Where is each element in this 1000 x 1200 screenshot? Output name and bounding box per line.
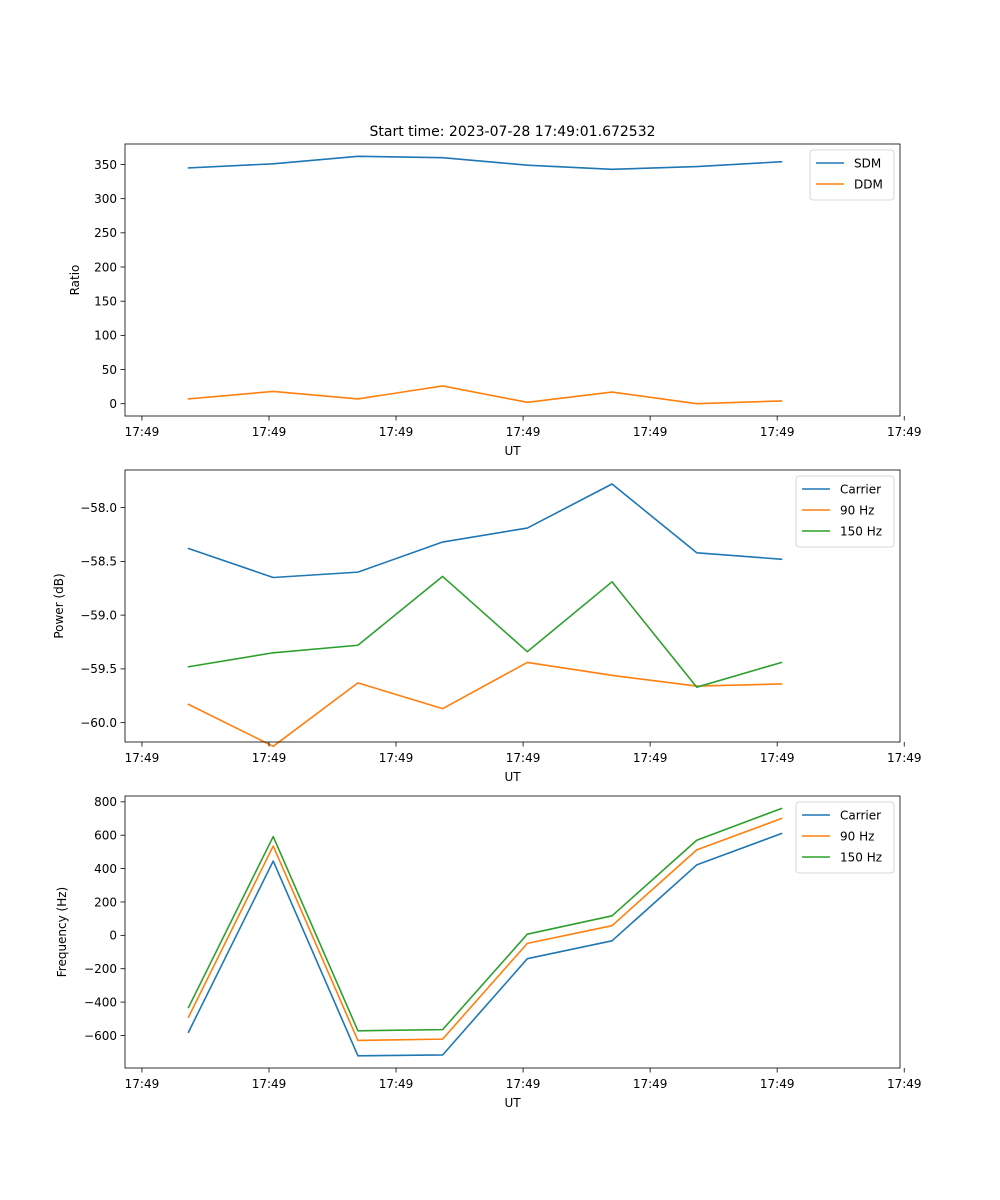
- x-tick-label: 17:49: [125, 1077, 160, 1091]
- y-axis-label: Power (dB): [52, 573, 66, 638]
- x-tick-label: 17:49: [760, 1077, 795, 1091]
- x-tick-label: 17:49: [760, 751, 795, 765]
- x-axis-label: UT: [504, 1096, 521, 1110]
- x-tick-label: 17:49: [252, 751, 287, 765]
- y-tick-label: −59.0: [80, 608, 117, 622]
- axes-frame: [124, 469, 901, 743]
- legend-label: DDM: [854, 177, 883, 191]
- legend-box: [795, 801, 895, 874]
- y-axis-label: Ratio: [68, 265, 82, 296]
- series-line-sdm: [187, 155, 783, 171]
- x-axis-label: UT: [504, 444, 521, 458]
- y-tick-label: 200: [94, 895, 117, 909]
- x-tick-label: 17:49: [633, 751, 668, 765]
- legend-label: Carrier: [840, 482, 881, 496]
- legend-label: SDM: [854, 156, 881, 170]
- y-tick-label: 50: [102, 363, 117, 377]
- chart-title: Start time: 2023-07-28 17:49:01.672532: [369, 124, 655, 140]
- series-line-90-hz: [187, 817, 783, 1042]
- series-line-carrier: [187, 483, 783, 579]
- series-line-90-hz: [187, 661, 783, 748]
- series-line-ddm: [187, 385, 783, 405]
- x-tick-label: 17:49: [887, 1077, 922, 1091]
- legend-label: 90 Hz: [840, 503, 874, 517]
- y-tick-label: 600: [94, 829, 117, 843]
- y-tick-label: 150: [94, 294, 117, 308]
- legend-box: [809, 149, 895, 201]
- y-tick-label: −200: [84, 962, 117, 976]
- legend: Carrier 90 Hz 150 Hz: [795, 475, 895, 548]
- x-tick-label: 17:49: [506, 425, 541, 439]
- x-tick-label: 17:49: [887, 751, 922, 765]
- y-tick-label: −600: [84, 1029, 117, 1043]
- legend-label: Carrier: [840, 808, 881, 822]
- axes-frame: [124, 795, 901, 1069]
- x-tick-label: 17:49: [506, 751, 541, 765]
- x-tick-label: 17:49: [506, 1077, 541, 1091]
- series-line-carrier: [187, 832, 783, 1057]
- y-tick-label: 350: [94, 158, 117, 172]
- x-tick-label: 17:49: [252, 1077, 287, 1091]
- y-tick-label: 0: [109, 929, 117, 943]
- y-axis-label: Frequency (Hz): [55, 887, 69, 978]
- x-tick-label: 17:49: [125, 751, 160, 765]
- legend: SDM DDM: [809, 149, 895, 201]
- x-axis-label: UT: [504, 770, 521, 784]
- x-tick-label: 17:49: [379, 425, 414, 439]
- x-tick-label: 17:49: [887, 425, 922, 439]
- x-tick-label: 17:49: [633, 425, 668, 439]
- x-tick-label: 17:49: [125, 425, 160, 439]
- y-tick-label: 300: [94, 192, 117, 206]
- y-tick-label: −59.5: [80, 662, 117, 676]
- series-line-150-hz: [187, 807, 783, 1032]
- x-tick-label: 17:49: [252, 425, 287, 439]
- y-tick-label: 800: [94, 795, 117, 809]
- axes-frame: [124, 143, 901, 417]
- y-tick-label: −58.5: [80, 555, 117, 569]
- x-tick-label: 17:49: [379, 1077, 414, 1091]
- legend: Carrier 90 Hz 150 Hz: [795, 801, 895, 874]
- legend-label: 150 Hz: [840, 524, 882, 538]
- x-tick-label: 17:49: [760, 425, 795, 439]
- x-tick-label: 17:49: [633, 1077, 668, 1091]
- y-tick-label: −60.0: [80, 716, 117, 730]
- y-tick-label: −58.0: [80, 501, 117, 515]
- subplot-ratio: Start time: 2023-07-28 17:49:01.672532 17…: [68, 124, 922, 458]
- legend-label: 150 Hz: [840, 850, 882, 864]
- y-tick-label: 0: [109, 397, 117, 411]
- subplot-frequency: 17:49 17:49 17:49 17:49 17:49 17:49 17:49 −600 −…: [55, 795, 922, 1110]
- y-tick-label: −400: [84, 995, 117, 1009]
- legend-label: 90 Hz: [840, 829, 874, 843]
- legend-box: [795, 475, 895, 548]
- series-line-150-hz: [187, 575, 783, 688]
- subplot-power: 17:49 17:49 17:49 17:49 17:49 17:49 17:49 −60.0…: [52, 469, 922, 784]
- y-tick-label: 400: [94, 862, 117, 876]
- y-tick-label: 100: [94, 329, 117, 343]
- y-tick-label: 250: [94, 226, 117, 240]
- y-tick-label: 200: [94, 260, 117, 274]
- x-tick-label: 17:49: [379, 751, 414, 765]
